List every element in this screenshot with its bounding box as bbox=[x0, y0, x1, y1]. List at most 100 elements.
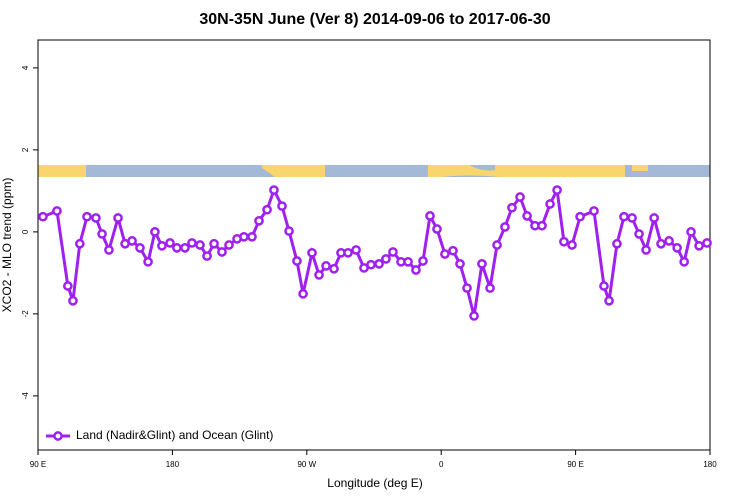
land-band bbox=[38, 165, 86, 177]
data-point bbox=[545, 199, 555, 209]
land-ocean-strip bbox=[38, 165, 710, 177]
land-band bbox=[428, 165, 625, 177]
data-point bbox=[492, 240, 502, 250]
data-point bbox=[679, 256, 690, 267]
data-point bbox=[68, 295, 78, 306]
data-point bbox=[298, 288, 308, 299]
data-point bbox=[552, 185, 562, 195]
data-point bbox=[82, 211, 92, 222]
data-point bbox=[664, 236, 674, 246]
data-point bbox=[91, 213, 101, 223]
x-tick-label: 90 E bbox=[30, 460, 46, 469]
data-point bbox=[649, 213, 659, 223]
data-point bbox=[157, 240, 167, 251]
data-point bbox=[599, 281, 609, 291]
land-band bbox=[262, 165, 325, 177]
data-point bbox=[165, 238, 175, 248]
legend-label: Land (Nadir&Glint) and Ocean (Glint) bbox=[76, 428, 273, 442]
data-point bbox=[403, 256, 413, 267]
data-point bbox=[113, 213, 123, 223]
data-point bbox=[656, 238, 666, 249]
data-point bbox=[567, 240, 577, 250]
data-point bbox=[672, 243, 682, 253]
x-tick-label: 180 bbox=[703, 460, 717, 469]
y-tick-label: 4 bbox=[21, 65, 30, 70]
y-tick-label: 0 bbox=[21, 229, 30, 234]
data-point bbox=[104, 245, 114, 255]
data-point bbox=[172, 243, 182, 253]
legend-marker bbox=[53, 431, 63, 441]
data-point bbox=[589, 206, 599, 216]
data-point bbox=[150, 227, 160, 237]
data-point bbox=[559, 236, 569, 247]
data-point bbox=[292, 256, 302, 266]
y-axis-label: XCO2 - MLO trend (ppm) bbox=[0, 178, 14, 313]
data-point bbox=[686, 227, 696, 237]
data-point bbox=[694, 240, 704, 251]
data-point bbox=[329, 263, 339, 274]
x-tick-label: 0 bbox=[439, 460, 444, 469]
data-point bbox=[277, 201, 287, 211]
data-point bbox=[641, 245, 651, 255]
x-tick-label: 90 E bbox=[567, 460, 583, 469]
data-point bbox=[432, 224, 442, 234]
data-point bbox=[247, 231, 257, 242]
data-point bbox=[224, 240, 234, 250]
data-point bbox=[239, 231, 249, 242]
data-point bbox=[388, 247, 398, 257]
y-tick-label: -4 bbox=[21, 392, 30, 400]
y-tick-label: -2 bbox=[21, 310, 30, 318]
data-point bbox=[269, 185, 279, 195]
data-point bbox=[202, 251, 212, 261]
x-axis-label: Longitude (deg E) bbox=[327, 476, 422, 490]
data-point bbox=[74, 238, 85, 249]
data-point bbox=[143, 256, 153, 267]
data-point bbox=[307, 247, 317, 258]
x-tick-label: 180 bbox=[166, 460, 180, 469]
data-point bbox=[507, 202, 517, 213]
chart-title: 30N-35N June (Ver 8) 2014-09-06 to 2017-… bbox=[199, 11, 550, 28]
data-point bbox=[343, 247, 353, 258]
data-point bbox=[127, 236, 137, 246]
data-point bbox=[180, 243, 190, 253]
data-point bbox=[485, 283, 495, 293]
data-point bbox=[262, 204, 272, 215]
data-point bbox=[477, 259, 487, 269]
data-point bbox=[448, 245, 458, 256]
data-point bbox=[209, 238, 219, 249]
data-point bbox=[522, 211, 532, 221]
data-point bbox=[187, 238, 197, 248]
data-point bbox=[63, 281, 73, 291]
data-point bbox=[314, 270, 324, 280]
data-point bbox=[284, 226, 294, 236]
data-point bbox=[604, 295, 614, 306]
data-point bbox=[537, 220, 547, 231]
data-point bbox=[500, 222, 510, 232]
data-point bbox=[366, 259, 376, 270]
data-point bbox=[135, 243, 145, 253]
data-point bbox=[38, 211, 48, 222]
data-point bbox=[575, 211, 585, 222]
data-point bbox=[619, 211, 629, 222]
data-point bbox=[634, 229, 644, 239]
data-point bbox=[321, 261, 331, 271]
data-point bbox=[440, 249, 450, 259]
data-point bbox=[374, 259, 384, 269]
data-point bbox=[381, 254, 391, 264]
data-point bbox=[52, 206, 62, 216]
data-point bbox=[455, 259, 465, 269]
data-point bbox=[462, 283, 472, 293]
data-point bbox=[425, 211, 435, 221]
y-tick-label: 2 bbox=[21, 147, 30, 152]
land-band bbox=[632, 165, 648, 171]
data-point bbox=[612, 238, 622, 249]
data-point bbox=[702, 238, 712, 248]
data-point bbox=[351, 245, 361, 255]
data-point bbox=[254, 215, 264, 226]
data-point bbox=[411, 265, 421, 275]
data-point bbox=[418, 256, 428, 266]
data-point bbox=[469, 311, 479, 321]
x-tick-label: 90 W bbox=[297, 460, 316, 469]
data-point bbox=[627, 213, 637, 223]
